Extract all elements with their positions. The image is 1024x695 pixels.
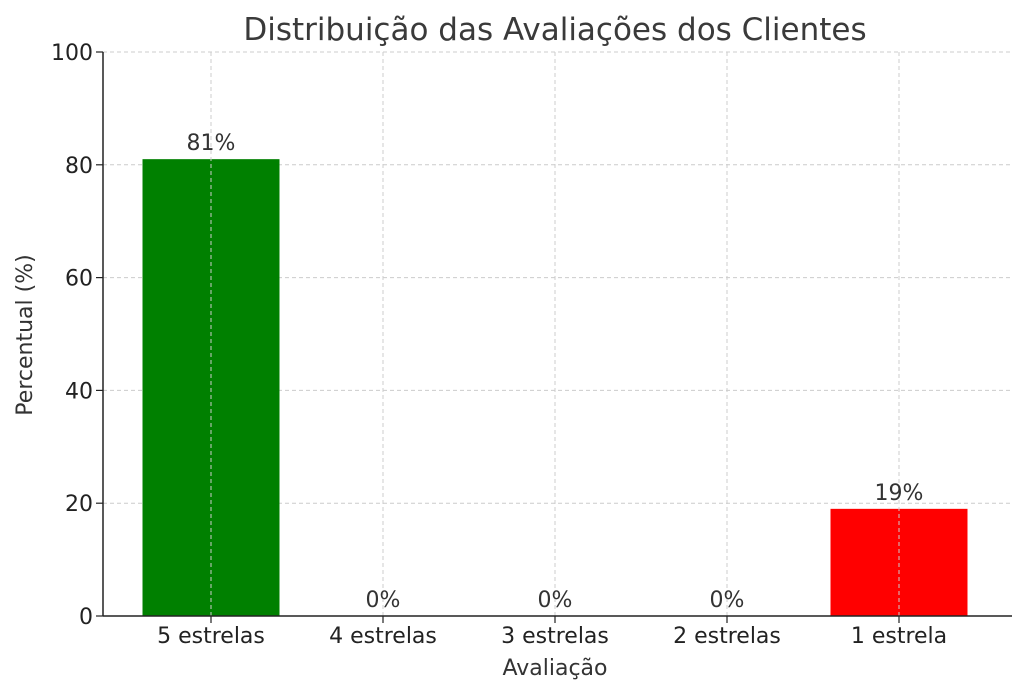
data-label: 0% [538,588,573,613]
data-label: 0% [366,588,401,613]
grid-lines [103,51,1012,504]
y-tick-label: 80 [65,154,93,179]
x-tick-label: 2 estrelas [673,624,781,649]
y-axis-label: Percentual (%) [13,254,38,415]
x-tick-label: 4 estrelas [329,624,437,649]
axes [96,51,1012,623]
chart-title: Distribuição das Avaliações dos Clientes [243,12,866,48]
y-tick-label: 100 [51,41,93,66]
data-label: 81% [187,131,236,156]
y-tick-label: 40 [65,379,93,404]
labels: 0 20 40 60 80 100 5 estrelas 81% 4 estrelas 0% 3 e… [51,41,947,649]
x-axis-label: Avaliação [502,656,607,681]
data-label: 19% [875,481,924,506]
x-tick-label: 3 estrelas [501,624,609,649]
x-tick-label: 5 estrelas [157,624,265,649]
x-tick-label: 1 estrela [851,624,947,649]
data-label: 0% [710,588,745,613]
bars [142,52,968,616]
y-tick-label: 60 [65,267,93,292]
y-tick-label: 20 [65,492,93,517]
y-tick-label: 0 [79,605,93,630]
